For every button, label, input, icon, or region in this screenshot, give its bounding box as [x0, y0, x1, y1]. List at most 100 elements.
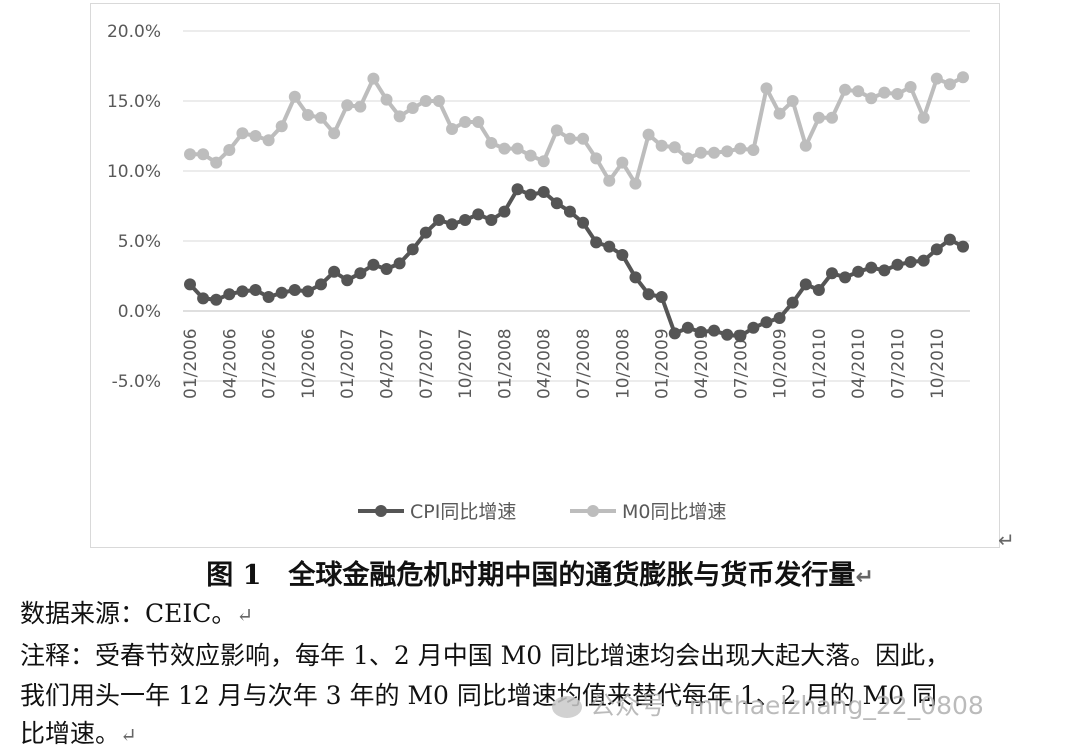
data-point	[760, 316, 773, 329]
data-point	[432, 214, 445, 226]
data-point	[878, 264, 891, 277]
x-tick-label: 10/2010	[928, 328, 948, 399]
data-point	[668, 327, 681, 340]
data-point	[315, 278, 328, 291]
data-point	[642, 288, 655, 301]
x-tick-label: 07/2009	[731, 328, 751, 399]
data-point	[943, 233, 956, 246]
data-point	[249, 284, 262, 296]
data-point	[930, 72, 943, 85]
data-point	[236, 285, 249, 298]
data-point	[825, 267, 838, 280]
series-layer	[184, 71, 969, 343]
figure-caption: 图 1 全球金融危机时期中国的通货膨胀与货币发行量↵	[206, 560, 874, 591]
x-tick-label: 07/2007	[417, 328, 437, 399]
return-mark-chart: ↵	[998, 528, 1015, 552]
data-point	[459, 116, 472, 128]
data-point	[563, 132, 576, 145]
data-point	[419, 95, 432, 107]
data-point	[799, 278, 812, 291]
legend-marker	[587, 505, 599, 517]
data-point	[825, 111, 838, 124]
data-point	[550, 197, 563, 210]
series-0	[184, 183, 969, 343]
data-point	[197, 148, 210, 161]
x-tick-label: 04/2010	[849, 328, 869, 399]
data-point	[694, 326, 707, 338]
data-point	[904, 81, 917, 93]
data-point	[681, 321, 694, 334]
data-point	[721, 328, 734, 341]
y-tick-label: 0.0%	[118, 302, 161, 322]
note-line-3: 比增速。↵	[20, 719, 137, 748]
data-point	[275, 286, 288, 299]
data-point	[380, 93, 393, 106]
data-point	[197, 292, 210, 305]
data-point	[930, 243, 943, 256]
x-tick-label: 01/2009	[653, 328, 673, 399]
note-line-1: 注释：受春节效应影响，每年 1、2 月中国 M0 同比增速均会出现大起大落。因此…	[20, 641, 951, 670]
data-point	[668, 141, 681, 154]
data-point	[773, 107, 786, 120]
data-point	[184, 148, 196, 161]
y-tick-label: 15.0%	[107, 92, 161, 112]
data-point	[943, 78, 956, 91]
note-line-2: 我们用头一年 12 月与次年 3 年的 M0 同比增速均值来替代每年 1、2 月…	[20, 681, 938, 710]
data-point	[210, 293, 223, 306]
x-tick-label: 01/2006	[181, 328, 201, 399]
y-tick-label: 20.0%	[107, 22, 161, 42]
data-point	[957, 240, 969, 253]
data-point	[708, 324, 721, 337]
data-point	[616, 156, 629, 169]
data-point	[328, 127, 341, 140]
data-point	[472, 208, 485, 221]
data-point	[629, 271, 642, 284]
data-point	[957, 71, 969, 84]
data-point	[511, 183, 524, 196]
x-axis: 01/2006 04/2006 07/2006 10/2006 01/2007 04/20…	[181, 328, 948, 399]
data-point	[550, 124, 563, 137]
legend-label: CPI同比增速	[410, 501, 516, 523]
data-point	[498, 142, 511, 155]
data-point	[236, 127, 249, 140]
data-point	[616, 249, 629, 261]
wechat-icon	[552, 696, 582, 718]
data-point	[249, 130, 262, 142]
data-point	[603, 240, 616, 253]
data-point	[315, 111, 328, 124]
data-point	[681, 152, 694, 165]
data-point	[904, 256, 917, 268]
x-tick-label: 07/2008	[574, 328, 594, 399]
data-point	[406, 243, 419, 256]
x-tick-label: 10/2006	[299, 328, 319, 399]
data-point	[865, 92, 878, 105]
data-point	[288, 284, 301, 296]
x-tick-label: 10/2007	[456, 328, 476, 399]
data-point	[446, 123, 459, 135]
data-point	[485, 137, 498, 149]
data-point	[341, 274, 354, 287]
data-point	[524, 188, 537, 201]
line-chart: 20.0% 15.0% 10.0% 5.0% 0.0% -5.0% 01/2006 04/2…	[107, 22, 970, 523]
data-point	[760, 82, 773, 95]
data-point	[852, 85, 865, 98]
data-point	[773, 312, 786, 324]
data-point	[852, 265, 865, 278]
x-tick-label: 10/2009	[771, 328, 791, 399]
data-point	[590, 236, 603, 249]
data-point	[917, 111, 930, 124]
data-point	[865, 261, 878, 274]
y-tick-label: 5.0%	[118, 232, 161, 252]
data-point	[563, 205, 576, 218]
x-tick-label: 01/2008	[495, 328, 515, 399]
data-point	[210, 156, 223, 169]
data-point	[629, 177, 642, 190]
data-point	[577, 216, 590, 229]
data-point	[262, 134, 275, 147]
data-point	[839, 271, 852, 284]
x-tick-label: 04/2007	[378, 328, 398, 399]
series-1	[184, 71, 969, 190]
legend-label: M0同比增速	[622, 501, 726, 523]
legend-marker	[375, 505, 387, 517]
data-point	[734, 330, 747, 343]
